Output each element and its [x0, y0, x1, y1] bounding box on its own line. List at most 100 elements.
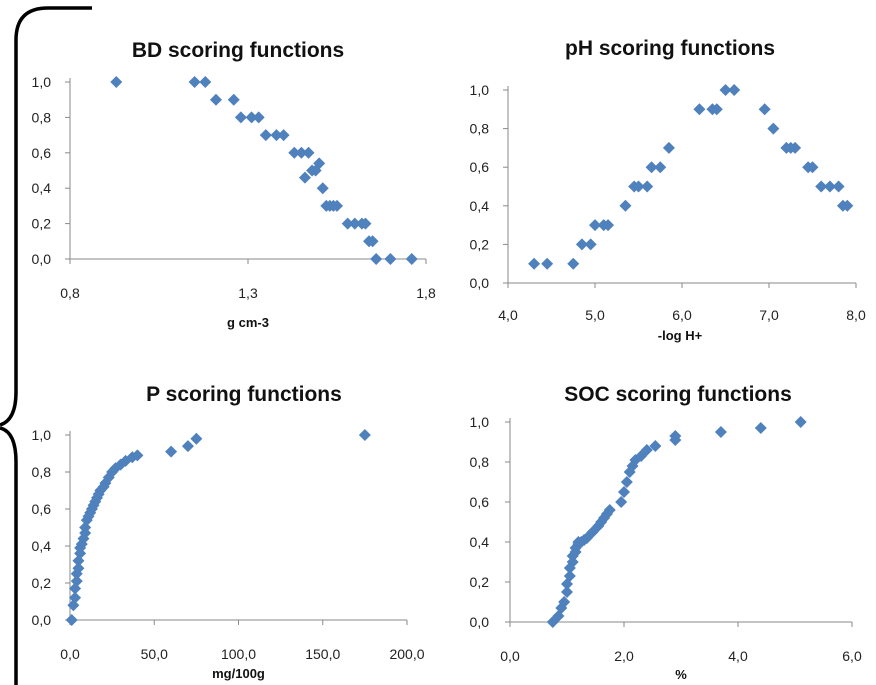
chart-1-ytick-label: 0,0 [470, 275, 490, 291]
chart-3-data-point [558, 596, 571, 608]
chart-1-data-point [575, 238, 588, 251]
chart-0-data-point [298, 171, 311, 184]
chart-2-ytick-label: 0,8 [32, 464, 52, 480]
chart-2-data-point [65, 614, 78, 626]
chart-0-data-point [270, 129, 283, 142]
chart-1-data-point [567, 257, 580, 270]
bottom-brace [0, 426, 18, 685]
chart-2-data-point [181, 440, 194, 453]
chart-0-data-point [209, 93, 222, 106]
chart-0-data-point [234, 111, 247, 124]
chart-2-data-point [165, 445, 178, 458]
chart-2-xtick-label: 50,0 [141, 646, 168, 662]
chart-1-data-point [841, 199, 854, 212]
chart-0-data-point [313, 157, 326, 170]
chart-3-data-point [794, 416, 807, 428]
chart-3-data-point [603, 504, 616, 516]
chart-1-data-point [541, 257, 554, 270]
chart-2-xtick-label: 150,0 [305, 646, 340, 662]
chart-1-ytick-label: 0,2 [470, 236, 490, 252]
chart-1-data-point [645, 161, 658, 174]
chart-3-ytick-label: 0,0 [470, 614, 490, 630]
chart-0-ytick-label: 0,6 [32, 145, 52, 161]
chart-1-xtick-label: 4,0 [498, 307, 518, 323]
chart-0-data-point [348, 217, 361, 230]
chart-2-data-point [358, 429, 371, 441]
chart-1-data-point [584, 238, 597, 251]
chart-0-data-point [384, 253, 397, 265]
chart-1-data-point [632, 180, 645, 193]
chart-3-xtick-label: 0,0 [500, 648, 520, 664]
chart-2-ytick-label: 0,4 [32, 538, 52, 554]
chart-3-data-point [754, 422, 767, 434]
chart-0-data-point [359, 217, 372, 230]
chart-1-data-point [662, 141, 675, 154]
chart-1-data-point [693, 103, 706, 116]
chart-1-xtick-label: 5,0 [585, 307, 605, 323]
chart-2-ytick-label: 0,6 [32, 501, 52, 517]
chart-0-data-point [341, 217, 354, 230]
chart-1-xtick-label: 7,0 [759, 307, 779, 323]
chart-0-xtick-label: 0,8 [60, 285, 80, 301]
chart-1-data-point [728, 84, 741, 96]
chart-3-data-point [649, 440, 662, 452]
chart-0-data-point [331, 199, 343, 212]
chart-0-xtick-label: 1,8 [416, 285, 436, 301]
chart-1-data-point [806, 161, 819, 174]
chart-0-data-point [199, 76, 212, 88]
chart-0-data-point [110, 76, 123, 88]
chart-1-xtick-label: 8,0 [846, 307, 866, 323]
chart-1-data-point [641, 180, 654, 193]
chart-1-data-point [758, 103, 771, 116]
chart-1-data-point [710, 103, 723, 116]
chart-0-data-point [259, 129, 272, 142]
chart-1-data-point [654, 161, 667, 174]
chart-0-xtick-label: 1,3 [238, 285, 258, 301]
chart-3-data-point [640, 444, 653, 456]
chart-2-ytick-label: 0,2 [32, 575, 52, 591]
chart-3-title: SOC scoring functions [564, 383, 792, 406]
chart-0-data-point [405, 253, 418, 265]
chart-1-data-point [832, 180, 845, 193]
chart-2-xtick-label: 200,0 [389, 646, 424, 662]
chart-0-ytick-label: 0,2 [32, 216, 52, 232]
chart-3-ytick-label: 0,4 [470, 534, 490, 550]
chart-1-data-point [528, 257, 541, 270]
chart-3-ytick-label: 0,6 [470, 494, 490, 510]
chart-3-data-point [563, 570, 576, 582]
chart-2-xtick-label: 100,0 [221, 646, 256, 662]
chart-3-xtick-label: 6,0 [842, 648, 862, 664]
chart-3-data-point [669, 430, 682, 442]
chart-1-x-axis-label: -log H+ [658, 328, 703, 343]
chart-1-data-point [719, 84, 732, 96]
chart-0-ytick-label: 0,8 [32, 109, 52, 125]
chart-2-data-point [131, 449, 144, 462]
chart-1-data-point [789, 141, 802, 154]
chart-2-xtick-label: 0,0 [60, 646, 80, 662]
chart-1-ytick-label: 0,6 [470, 159, 490, 175]
chart-3-xtick-label: 4,0 [728, 648, 748, 664]
chart-0-data-point [366, 235, 379, 248]
chart-0-data-point [288, 146, 301, 159]
chart-1-title: pH scoring functions [565, 37, 775, 60]
chart-0-ytick-label: 1,0 [32, 74, 52, 90]
chart-2-x-axis-label: mg/100g [212, 666, 265, 681]
chart-0-data-point [227, 93, 240, 106]
chart-1-data-point [823, 180, 836, 193]
chart-3-ytick-label: 0,2 [470, 574, 490, 590]
chart-2-title: P scoring functions [146, 383, 342, 406]
chart-0-data-point [277, 129, 290, 142]
chart-1-ytick-label: 1,0 [470, 82, 490, 98]
chart-0-data-point [245, 111, 258, 124]
chart-1-data-point [767, 122, 780, 135]
chart-0-data-point [295, 146, 308, 159]
chart-0-ytick-label: 0,0 [32, 251, 52, 267]
chart-3-x-axis-label: % [675, 667, 687, 682]
chart-3-data-point [620, 476, 633, 488]
chart-2-data-point [69, 591, 82, 604]
chart-1-data-point [589, 219, 601, 232]
chart-3-data-point [714, 426, 727, 438]
chart-1-ytick-label: 0,4 [470, 198, 490, 214]
chart-3-data-point [561, 586, 573, 598]
